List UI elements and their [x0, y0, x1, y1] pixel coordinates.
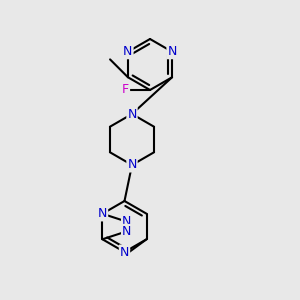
Text: N: N — [122, 225, 131, 238]
Text: N: N — [127, 158, 137, 172]
Text: N: N — [122, 215, 131, 228]
Text: N: N — [98, 207, 107, 220]
Text: N: N — [123, 45, 133, 58]
Text: N: N — [98, 207, 107, 220]
Text: N: N — [167, 45, 177, 58]
Text: N: N — [127, 107, 137, 121]
Text: F: F — [122, 83, 129, 97]
Text: N: N — [120, 245, 129, 259]
